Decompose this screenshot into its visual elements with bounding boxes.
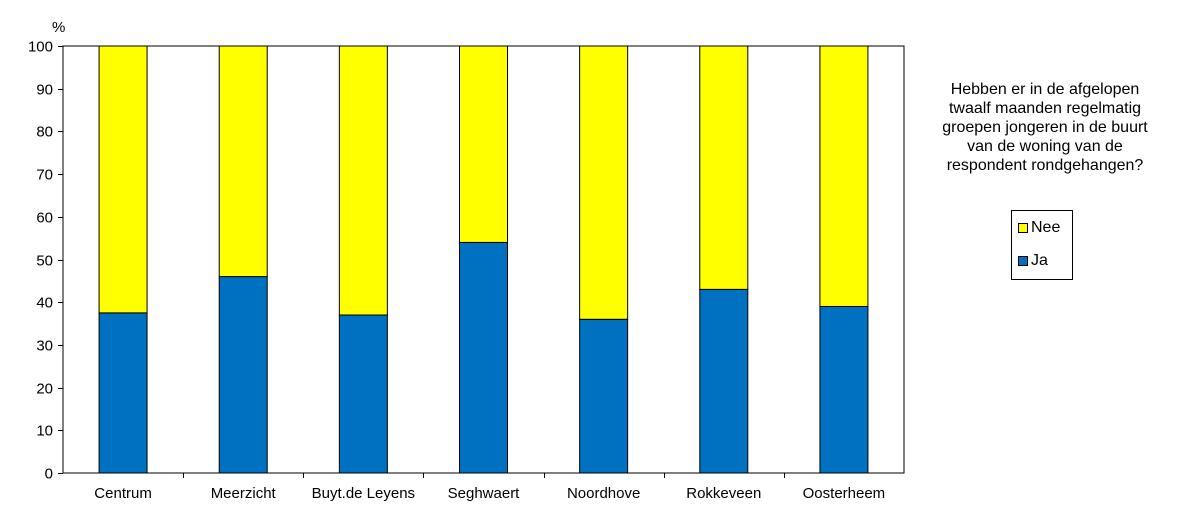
y-tick-label: 100 xyxy=(28,39,53,56)
x-category-label: Seghwaert xyxy=(448,485,521,502)
chart-legend: Nee Ja xyxy=(1011,210,1073,280)
y-tick-label: 70 xyxy=(36,167,53,184)
bar-nee-seghwaert xyxy=(459,45,508,243)
legend-title: Hebben er in de afgelopen twaalf maanden… xyxy=(905,80,1185,175)
bar-ja-centrum xyxy=(98,312,148,474)
x-category-label: Rokkeveen xyxy=(686,485,761,502)
x-category-label: Noordhove xyxy=(567,485,640,502)
legend-title-line: twaalf maanden regelmatig xyxy=(948,100,1142,117)
bar-ja-noordhove xyxy=(579,318,629,474)
y-tick-label: 50 xyxy=(36,253,53,270)
x-category-label: Centrum xyxy=(94,485,152,502)
y-axis-unit-label: % xyxy=(52,19,65,36)
legend-swatch-ja xyxy=(1018,256,1028,266)
bar-nee-meerzicht xyxy=(218,45,268,278)
y-tick-label: 40 xyxy=(36,295,53,312)
bar-ja-seghwaert xyxy=(459,241,508,474)
x-category-label: Buyt.de Leyens xyxy=(312,485,415,502)
legend-title-line: Hebben er in de afgelopen xyxy=(950,81,1140,98)
legend-title-line: respondent rondgehangen? xyxy=(946,157,1144,174)
y-tick-label: 60 xyxy=(36,210,53,227)
bar-nee-noordhove xyxy=(579,45,629,320)
bar-nee-rokkeveen xyxy=(699,45,749,290)
bar-ja-meerzicht xyxy=(218,276,268,474)
bar-nee-buyt-de-leyens xyxy=(338,45,388,316)
y-tick-label: 80 xyxy=(36,124,53,141)
y-tick-label: 10 xyxy=(36,423,53,440)
y-tick-label: 90 xyxy=(36,82,53,99)
bar-ja-oosterheem xyxy=(819,305,869,474)
x-category-label: Meerzicht xyxy=(211,485,277,502)
bar-nee-oosterheem xyxy=(819,45,869,307)
chart-labels: 0 10 20 30 40 50 60 70 80 90 100 Centrum Meerzicht Bu… xyxy=(28,39,885,503)
y-tick-label: 30 xyxy=(36,338,53,355)
x-category-label: Oosterheem xyxy=(803,485,886,502)
y-tick-label: 20 xyxy=(36,381,53,398)
legend-label-ja: Ja xyxy=(1031,252,1048,269)
bar-ja-rokkeveen xyxy=(699,288,749,474)
legend-swatch-nee xyxy=(1018,223,1028,233)
legend-label-nee: Nee xyxy=(1031,219,1061,236)
y-tick-label: 0 xyxy=(45,466,53,483)
bar-ja-buyt-de-leyens xyxy=(338,314,388,474)
legend-title-line: groepen jongeren in de buurt xyxy=(942,119,1148,136)
chart-bars xyxy=(98,45,869,474)
legend-title-line: van de woning van de xyxy=(967,138,1123,155)
bar-nee-centrum xyxy=(98,45,148,314)
